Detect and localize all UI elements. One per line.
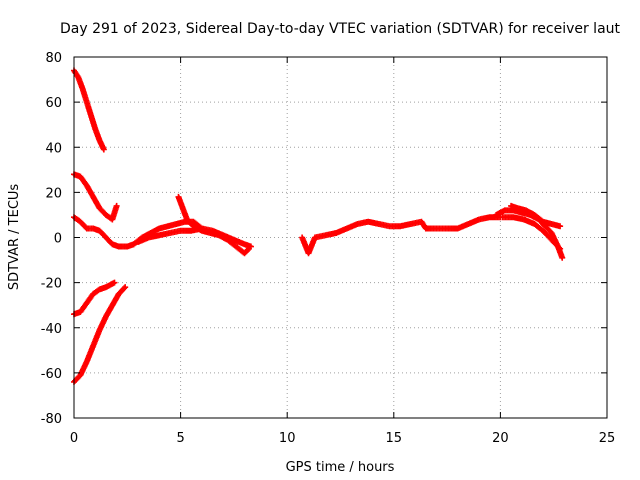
y-tick-label: -60: [41, 367, 62, 382]
data-point: [100, 146, 107, 153]
y-axis-title: SDTVAR / TECUs: [7, 184, 22, 291]
x-tick-label: 10: [279, 431, 296, 446]
x-tick-label: 5: [176, 431, 184, 446]
data-point: [557, 223, 564, 230]
series-arc-8: [134, 225, 254, 250]
data-point: [557, 245, 564, 252]
series-layer: [71, 67, 566, 385]
series-arc-1: [71, 67, 107, 153]
series-arc-4: [71, 284, 129, 385]
data-point: [559, 254, 566, 261]
chart-title: Day 291 of 2023, Sidereal Day-to-day VTE…: [60, 21, 621, 37]
data-point: [556, 244, 563, 251]
data-point: [111, 279, 118, 286]
series-arc-9: [299, 214, 504, 257]
y-tick-label: 20: [45, 186, 62, 201]
y-tick-label: -40: [41, 322, 62, 337]
data-point: [113, 202, 120, 209]
series-arc-2: [71, 171, 120, 223]
x-tick-label: 25: [599, 431, 616, 446]
data-point: [247, 243, 254, 250]
series-arc-5: [71, 214, 137, 250]
y-tick-label: 0: [54, 232, 62, 247]
x-tick-label: 20: [492, 431, 509, 446]
series-arc-12: [499, 214, 564, 252]
x-axis-title: GPS time / hours: [286, 460, 395, 475]
x-tick-label: 15: [386, 431, 403, 446]
y-tick-label: 60: [45, 96, 62, 111]
axis-ticks: 0 5 10 15 20 25 -80 -60 -40 -20 0 20 40 60 80: [41, 51, 616, 446]
y-tick-label: -20: [41, 277, 62, 292]
data-point: [122, 284, 129, 291]
y-tick-label: 40: [45, 141, 62, 156]
y-tick-label: 80: [45, 51, 62, 66]
data-point: [121, 285, 128, 292]
x-tick-label: 0: [70, 431, 78, 446]
series-arc-11: [508, 202, 564, 230]
y-tick-label: -80: [41, 412, 62, 427]
